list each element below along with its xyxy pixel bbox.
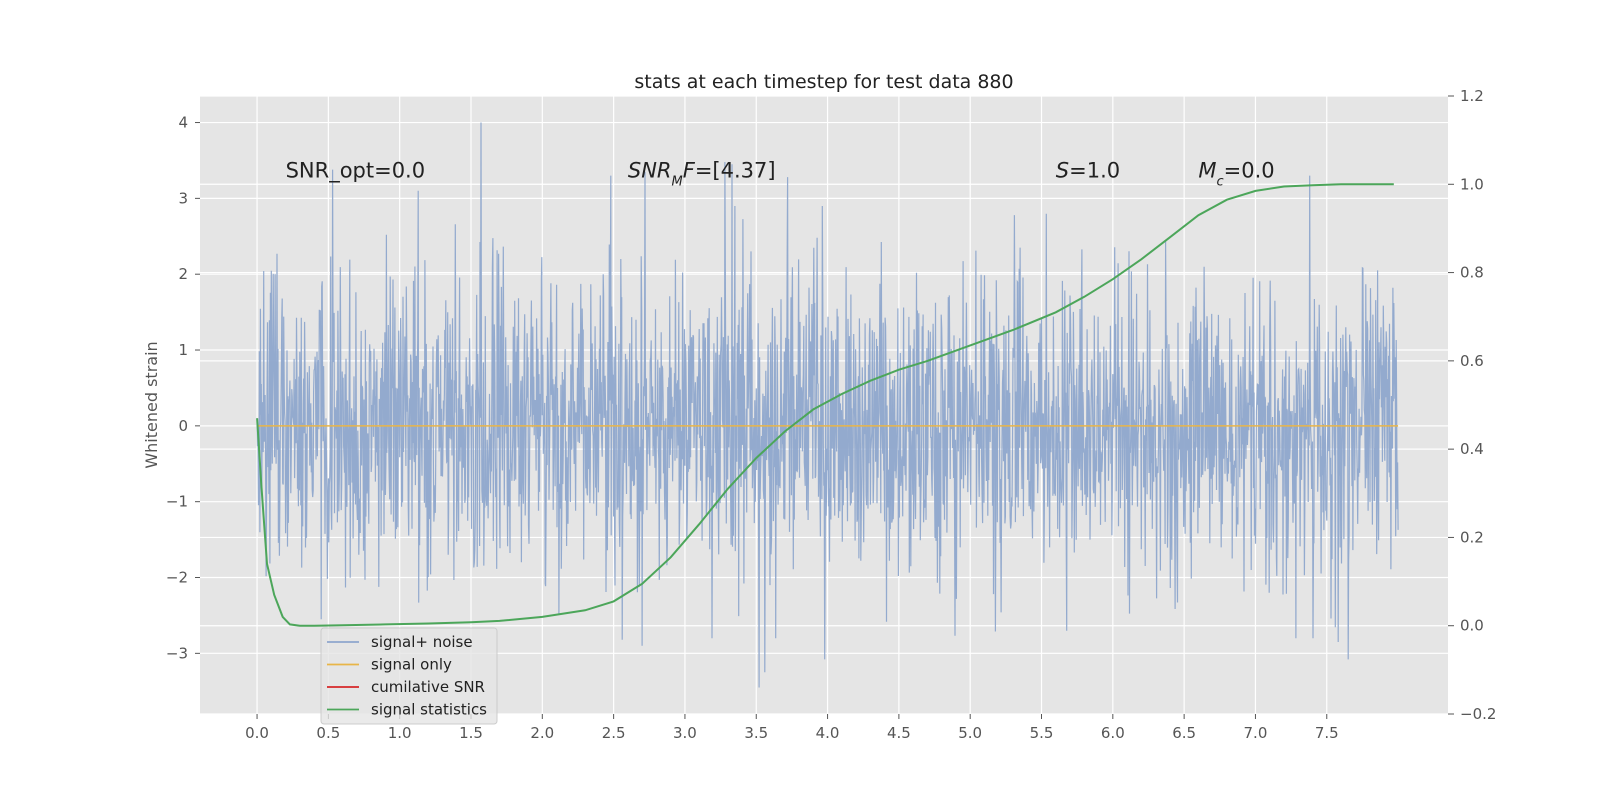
x-tick-label: 6.5 bbox=[1172, 724, 1196, 742]
annotations: SNR_opt=0.0 SNRMF=[4.37] S=1.0 Mc=0.0 bbox=[286, 159, 1275, 190]
y-tick-label: 2 bbox=[178, 265, 188, 283]
legend-label: cumilative SNR bbox=[371, 678, 485, 696]
legend-label: signal only bbox=[371, 656, 452, 674]
y-axis-ticks: −3 −2 −1 0 1 2 3 4 bbox=[166, 114, 200, 662]
annotation-text: S=1.0 bbox=[1056, 159, 1120, 183]
legend-label: signal statistics bbox=[371, 701, 487, 719]
y-tick-label: 4 bbox=[178, 114, 188, 132]
legend-label: signal+ noise bbox=[371, 633, 473, 651]
annotation-part: SNR bbox=[628, 159, 672, 183]
annotation-text: SNRMF=[4.37] bbox=[628, 159, 776, 190]
x-tick-label: 3.5 bbox=[744, 724, 768, 742]
y-tick-label: 3 bbox=[178, 189, 188, 207]
annotation-part: M bbox=[672, 174, 683, 189]
y-right-tick-label: −0.2 bbox=[1460, 705, 1496, 723]
annotation-part: SNR_opt=0.0 bbox=[286, 159, 426, 184]
legend-box bbox=[320, 627, 498, 725]
legend: signal+ noise signal only cumilative SNR si… bbox=[320, 627, 498, 725]
x-tick-label: 1.5 bbox=[459, 724, 483, 742]
x-tick-label: 4.5 bbox=[887, 724, 911, 742]
y-tick-label: 1 bbox=[178, 341, 188, 359]
y-tick-label: −3 bbox=[166, 644, 188, 662]
x-tick-label: 7.0 bbox=[1244, 724, 1268, 742]
y-right-tick-label: 1.0 bbox=[1460, 175, 1484, 193]
annotation-part: c bbox=[1217, 174, 1224, 189]
annotation-part: S bbox=[1056, 159, 1069, 183]
x-tick-label: 0.5 bbox=[316, 724, 340, 742]
y-tick-label: −1 bbox=[166, 493, 188, 511]
chart-title: stats at each timestep for test data 880 bbox=[634, 71, 1013, 93]
x-tick-label: 3.0 bbox=[673, 724, 697, 742]
y-right-tick-label: 0.0 bbox=[1460, 617, 1484, 635]
series-layer bbox=[256, 122, 1399, 688]
x-axis-ticks: 0.0 0.5 1.0 1.5 2.0 2.5 3.0 3.5 4.0 4.5 5.0 5.5 6.0 6… bbox=[245, 714, 1339, 742]
y-axis-label: Whitened strain bbox=[142, 341, 161, 468]
y-right-axis-ticks: −0.2 0.0 0.2 0.4 0.6 0.8 1.0 1.2 bbox=[1448, 87, 1496, 723]
y-right-tick-label: 0.6 bbox=[1460, 352, 1484, 370]
y-right-tick-label: 0.2 bbox=[1460, 528, 1484, 546]
x-tick-label: 7.5 bbox=[1315, 724, 1339, 742]
annotation-part: =[4.37] bbox=[695, 159, 776, 183]
y-right-tick-label: 0.8 bbox=[1460, 264, 1484, 282]
x-tick-label: 1.0 bbox=[388, 724, 412, 742]
y-tick-label: −2 bbox=[166, 569, 188, 587]
x-tick-label: 5.5 bbox=[1030, 724, 1054, 742]
series-signal-plus-noise bbox=[256, 122, 1399, 688]
y-tick-label: 0 bbox=[178, 417, 188, 435]
y-right-tick-label: 1.2 bbox=[1460, 87, 1484, 105]
x-tick-label: 0.0 bbox=[245, 724, 269, 742]
x-tick-label: 4.0 bbox=[816, 724, 840, 742]
x-tick-label: 6.0 bbox=[1101, 724, 1125, 742]
x-tick-label: 2.0 bbox=[530, 724, 554, 742]
y-right-tick-label: 0.4 bbox=[1460, 440, 1484, 458]
annotation-text: Mc=0.0 bbox=[1198, 159, 1274, 190]
annotation-part: =0.0 bbox=[1224, 159, 1275, 183]
annotation-part: F bbox=[683, 159, 696, 183]
annotation-part: =1.0 bbox=[1069, 159, 1120, 183]
x-tick-label: 2.5 bbox=[602, 724, 626, 742]
annotation-part: M bbox=[1198, 159, 1216, 183]
annotation-text: SNR_opt=0.0 bbox=[286, 159, 426, 184]
x-tick-label: 5.0 bbox=[958, 724, 982, 742]
series-signal-statistics bbox=[256, 183, 1394, 627]
